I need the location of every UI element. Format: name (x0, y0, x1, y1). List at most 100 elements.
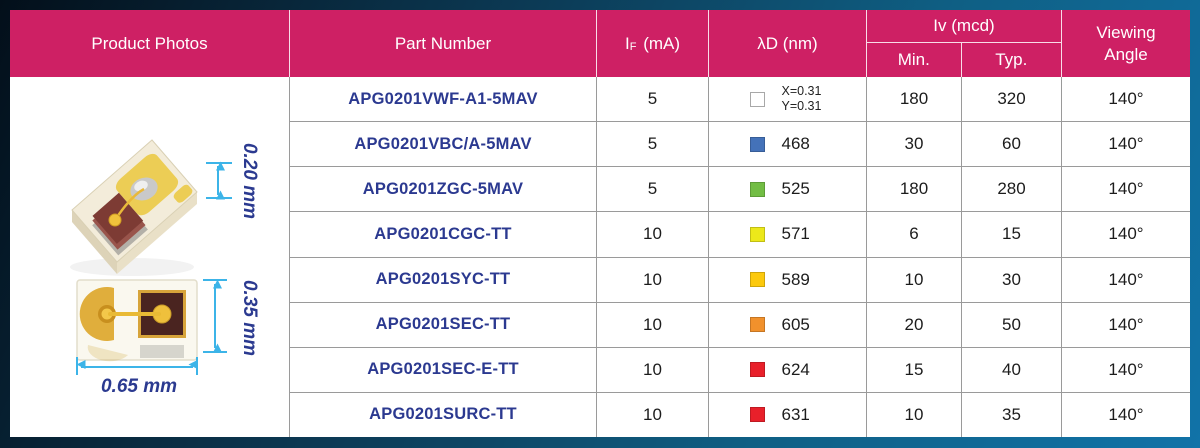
viewing-line1: Viewing (1096, 23, 1156, 43)
lambda-cell: 589 (709, 257, 867, 302)
part-number: APG0201SYC-TT (290, 257, 597, 302)
if-value: 10 (597, 257, 709, 302)
if-value: 10 (597, 212, 709, 257)
header-luminous-intensity-group: Iv (mcd) Min. Typ. (867, 10, 1062, 77)
lambda-value: 589 (781, 269, 810, 289)
iv-min: 180 (867, 77, 962, 122)
if-value: 10 (597, 302, 709, 347)
color-swatch (749, 317, 765, 333)
iv-typ: 60 (962, 122, 1062, 167)
color-swatch (749, 136, 765, 152)
iv-typ: 15 (962, 212, 1062, 257)
if-value: 5 (597, 167, 709, 212)
header-part-number: Part Number (290, 10, 597, 77)
iv-typ: 30 (962, 257, 1062, 302)
lambda-cell: 525 (709, 167, 867, 212)
part-number: APG0201SEC-E-TT (290, 347, 597, 392)
header-product-photos: Product Photos (10, 10, 290, 77)
table-row: APG0201SEC-E-TT 10 624 15 40 140° (290, 347, 1190, 393)
if-value: 5 (597, 122, 709, 167)
header-iv-mcd: Iv (mcd) (867, 10, 1061, 43)
iv-typ: 280 (962, 167, 1062, 212)
iv-min: 6 (867, 212, 962, 257)
table-row: APG0201ZGC-5MAV 5 525 180 280 140° (290, 167, 1190, 213)
table-row: APG0201SYC-TT 10 589 10 30 140° (290, 257, 1190, 303)
dimension-0-20: 0.20 mm (206, 143, 260, 219)
dimension-0-35: 0.35 mm (203, 279, 260, 356)
dimension-0-65: 0.65 mm (76, 357, 198, 397)
iv-min: 20 (867, 302, 962, 347)
color-swatch (749, 91, 765, 107)
led-photo-isometric (70, 139, 198, 276)
viewing-angle-value: 140° (1108, 179, 1144, 199)
lambda-cell: 624 (709, 347, 867, 392)
if-value: 10 (597, 392, 709, 437)
table-row: APG0201VBC/A-5MAV 5 468 30 60 140° (290, 122, 1190, 168)
lambda-value: 624 (781, 359, 810, 379)
color-swatch (749, 226, 765, 242)
viewing-line2: Angle (1104, 44, 1148, 64)
lambda-cell: 631 (709, 392, 867, 437)
viewing-angle-value: 140° (1108, 89, 1144, 109)
header-iv-min: Min. (867, 43, 962, 77)
viewing-angle-value: 140° (1108, 314, 1144, 334)
header-iv-subrow: Min. Typ. (867, 43, 1061, 77)
iv-min: 180 (867, 167, 962, 212)
header-dominant-wavelength: λD (nm) (709, 10, 867, 77)
table-body-rows: APG0201VWF-A1-5MAV 5 X=0.31 Y=0.31 180 32… (290, 77, 1190, 437)
if-subscript: F (629, 40, 637, 53)
part-number: APG0201VBC/A-5MAV (290, 122, 597, 167)
table-row: APG0201CGC-TT 10 571 6 15 140° (290, 212, 1190, 258)
header-viewing-angle: Viewing Angle (1062, 10, 1190, 77)
led-photo-top-view (76, 279, 198, 362)
if-value: 10 (597, 347, 709, 392)
part-number: APG0201CGC-TT (290, 212, 597, 257)
if-unit: (mA) (643, 33, 681, 53)
if-base: I (624, 33, 630, 53)
part-number: APG0201SURC-TT (290, 392, 597, 437)
viewing-angle-value: 140° (1108, 134, 1144, 154)
viewing-angle-value: 140° (1108, 269, 1144, 289)
lambda-value: 631 (781, 404, 810, 424)
table-row: APG0201SEC-TT 10 605 20 50 140° (290, 302, 1190, 348)
iv-min: 10 (867, 392, 962, 437)
color-swatch (749, 181, 765, 197)
lambda-cell: 571 (709, 212, 867, 257)
lambda-cell: 605 (709, 302, 867, 347)
color-swatch (749, 362, 765, 378)
table-body: 0.20 mm (10, 77, 1190, 437)
lambda-value: 468 (781, 134, 810, 154)
table-row: APG0201VWF-A1-5MAV 5 X=0.31 Y=0.31 180 32… (290, 77, 1190, 123)
viewing-angle-value: 140° (1108, 224, 1144, 244)
iv-min: 15 (867, 347, 962, 392)
lambda-value: 525 (781, 179, 810, 199)
viewing-angle-value: 140° (1108, 359, 1144, 379)
iv-min: 10 (867, 257, 962, 302)
part-number: APG0201VWF-A1-5MAV (290, 77, 597, 122)
if-value: 5 (597, 77, 709, 122)
iv-typ: 40 (962, 347, 1062, 392)
part-number: APG0201SEC-TT (290, 302, 597, 347)
header-iv-typ: Typ. (995, 50, 1028, 69)
dim-package-width-label: 0.65 mm (101, 376, 177, 397)
iv-typ: 320 (962, 77, 1062, 122)
lambda-value: 605 (781, 314, 810, 334)
lambda-value: X=0.31 Y=0.31 (781, 84, 822, 114)
lambda-value: 571 (781, 224, 810, 244)
dim-chip-height-label: 0.20 mm (239, 143, 260, 219)
dim-package-height-label: 0.35 mm (239, 280, 260, 356)
lambda-cell: 468 (709, 122, 867, 167)
iv-min: 30 (867, 122, 962, 167)
table-row: APG0201SURC-TT 10 631 10 35 140° (290, 392, 1190, 437)
part-number: APG0201ZGC-5MAV (290, 167, 597, 212)
iv-typ: 50 (962, 302, 1062, 347)
led-product-photos-illustration: 0.20 mm (70, 139, 260, 397)
iv-typ: 35 (962, 392, 1062, 437)
product-photos-cell: 0.20 mm (10, 77, 290, 437)
lambda-cell: X=0.31 Y=0.31 (709, 77, 867, 122)
color-swatch (749, 407, 765, 423)
